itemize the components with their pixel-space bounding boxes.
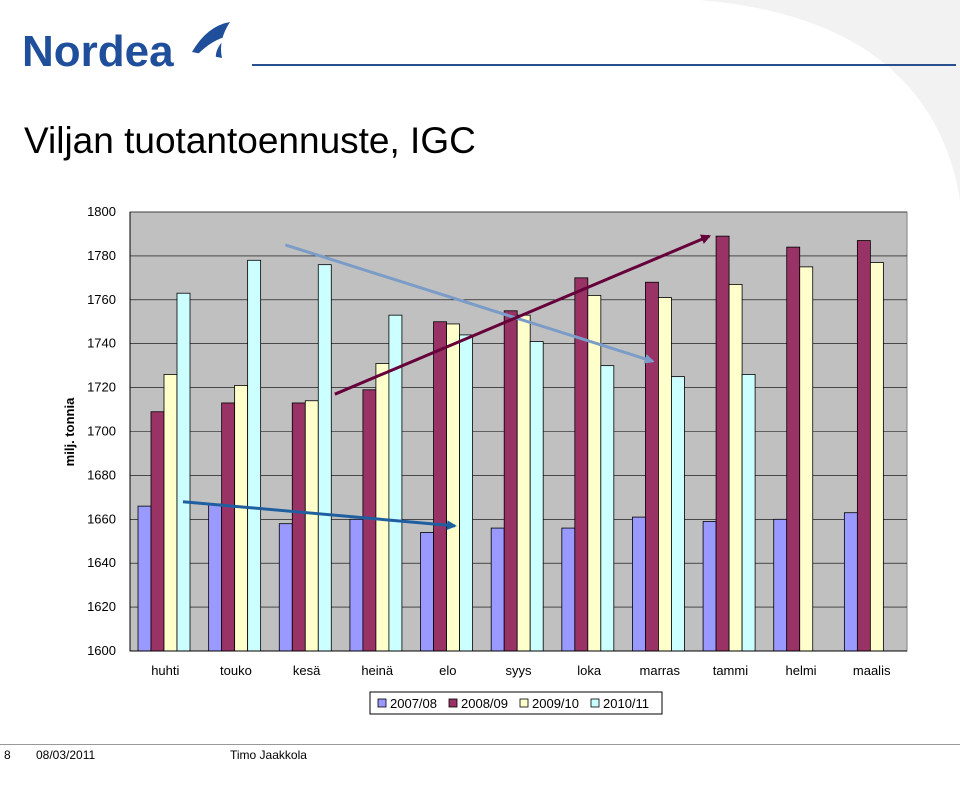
x-tick-label: syys — [506, 663, 533, 678]
bar — [446, 323, 460, 652]
bar — [349, 518, 364, 652]
bar — [869, 262, 884, 652]
y-tick-label: 1780 — [87, 248, 116, 263]
bar — [459, 334, 473, 652]
nordea-logo: Nordea — [22, 18, 242, 79]
bar — [490, 527, 505, 652]
x-tick-label: marras — [640, 663, 681, 678]
bar — [856, 240, 871, 652]
bar — [150, 411, 165, 652]
bar — [741, 374, 756, 652]
y-tick-label: 1620 — [87, 599, 116, 614]
bar — [561, 527, 576, 652]
y-tick-label: 1700 — [87, 424, 116, 439]
bar — [702, 521, 717, 652]
legend-box — [369, 691, 663, 715]
x-tick-label: kesä — [293, 663, 321, 678]
bar — [600, 365, 615, 652]
footer-date: 08/03/2011 — [36, 748, 96, 762]
y-axis-label: milj. tonnia — [62, 397, 77, 466]
bar — [658, 297, 672, 652]
page-number: 8 — [4, 748, 11, 762]
legend-swatch — [519, 698, 529, 708]
x-tick-label: tammi — [713, 663, 749, 678]
footer-author: Timo Jaakkola — [230, 748, 307, 762]
legend-label: 2009/10 — [532, 696, 579, 711]
footer-divider — [0, 744, 960, 745]
x-tick-label: heinä — [361, 663, 394, 678]
x-tick-label: loka — [577, 663, 602, 678]
legend-swatch — [377, 698, 387, 708]
sail-icon — [192, 22, 230, 58]
trend-arrow-2010-11 — [284, 243, 655, 364]
bar — [516, 314, 531, 652]
brand-wordmark: Nordea — [22, 27, 174, 74]
bar — [715, 235, 730, 652]
x-tick-label: touko — [220, 663, 252, 678]
bar — [671, 376, 685, 652]
bar — [632, 516, 646, 652]
x-tick-label: helmi — [786, 663, 817, 678]
bar — [503, 310, 518, 652]
y-tick-label: 1800 — [87, 204, 116, 219]
bar — [362, 389, 377, 652]
bar — [291, 402, 306, 652]
legend-label: 2010/11 — [603, 696, 649, 711]
bar — [728, 284, 743, 652]
x-tick-label: elo — [439, 663, 456, 678]
bar — [278, 523, 293, 652]
bar — [137, 505, 152, 652]
bar — [420, 532, 434, 652]
bar — [221, 402, 236, 652]
x-tick-label: maalis — [853, 663, 891, 678]
legend-label: 2008/09 — [461, 696, 508, 711]
y-tick-label: 1720 — [87, 380, 116, 395]
y-tick-label: 1640 — [87, 555, 116, 570]
trend-arrow-2007-08 — [182, 500, 457, 531]
bar — [799, 266, 814, 652]
bar — [843, 512, 858, 652]
page-title: Viljan tuotantoennuste, IGC — [24, 120, 476, 161]
bar — [786, 246, 801, 652]
legend-swatch — [590, 698, 600, 708]
bar — [574, 277, 589, 652]
bar — [645, 281, 659, 652]
y-tick-label: 1680 — [87, 467, 116, 482]
bar — [375, 363, 390, 652]
bar — [163, 374, 178, 652]
y-tick-label: 1660 — [87, 511, 116, 526]
bar — [304, 400, 319, 652]
bar — [208, 503, 223, 652]
bar — [587, 295, 602, 652]
bar — [529, 341, 544, 652]
y-tick-label: 1740 — [87, 336, 116, 351]
legend-swatch — [448, 698, 458, 708]
bar — [176, 292, 191, 652]
bar — [773, 518, 788, 652]
bar — [317, 264, 332, 652]
bar — [433, 321, 447, 652]
bar — [234, 385, 249, 652]
header-rule — [252, 64, 956, 66]
trend-arrow-2008-09 — [334, 234, 712, 396]
bar — [247, 259, 262, 652]
y-tick-label: 1760 — [87, 292, 116, 307]
legend-label: 2007/08 — [390, 696, 437, 711]
y-tick-label: 1600 — [87, 643, 116, 658]
x-tick-label: huhti — [151, 663, 179, 678]
